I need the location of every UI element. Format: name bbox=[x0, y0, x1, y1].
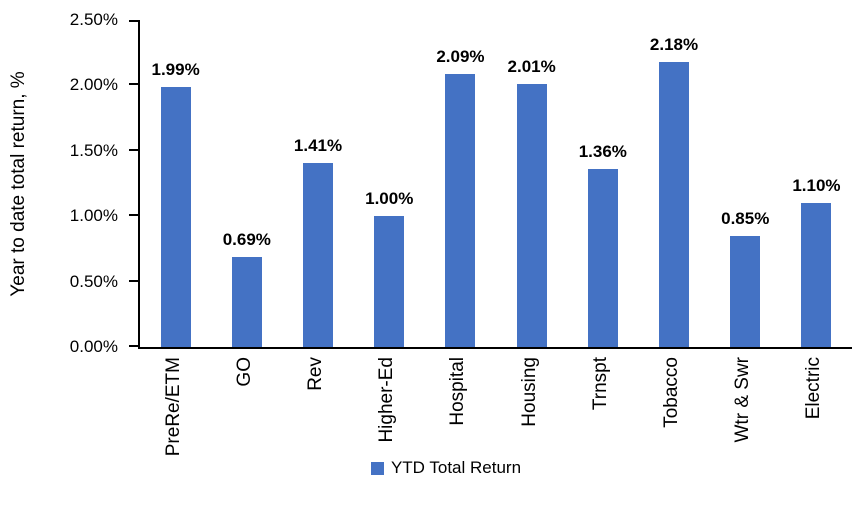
bar-cell: 1.00% bbox=[354, 20, 425, 347]
x-category-label: PreRe/ETM bbox=[162, 357, 184, 457]
bar bbox=[303, 162, 333, 347]
bar-cell: 0.85% bbox=[710, 20, 781, 347]
y-tick-label: 2.00% bbox=[69, 75, 118, 95]
bar-value-label: 1.99% bbox=[151, 59, 200, 79]
bar-value-label: 2.09% bbox=[436, 46, 485, 66]
y-tick-mark bbox=[129, 345, 138, 347]
y-tick-mark bbox=[129, 214, 138, 217]
x-category-label: Higher-Ed bbox=[376, 357, 398, 443]
x-label-cell: Trnspt bbox=[565, 352, 636, 470]
bar-cell: 1.36% bbox=[567, 20, 638, 347]
bar-value-label: 0.69% bbox=[222, 229, 271, 249]
legend-swatch bbox=[370, 461, 384, 475]
bar-cell: 1.99% bbox=[140, 20, 211, 347]
x-category-label: Tobacco bbox=[661, 357, 683, 428]
legend-label: YTD Total Return bbox=[390, 458, 522, 477]
bar-value-label: 1.10% bbox=[792, 176, 841, 196]
bar bbox=[374, 216, 405, 347]
legend: YTD Total Return bbox=[0, 458, 852, 478]
x-label-cell: Rev bbox=[280, 352, 351, 470]
x-label-cell: Electric bbox=[779, 352, 850, 470]
y-tick-mark bbox=[129, 279, 138, 282]
bar bbox=[587, 169, 618, 347]
bar-value-label: 1.36% bbox=[578, 142, 627, 162]
y-tick-mark bbox=[129, 20, 138, 22]
x-category-label: Hospital bbox=[447, 357, 469, 426]
y-tick-label: 0.50% bbox=[69, 271, 118, 291]
bar-cell: 0.69% bbox=[211, 20, 282, 347]
bar-value-label: 0.85% bbox=[721, 208, 770, 228]
y-tick-label: 2.50% bbox=[69, 10, 118, 29]
x-label-cell: Higher-Ed bbox=[352, 352, 423, 470]
x-category-label: Trnspt bbox=[589, 357, 611, 411]
y-tick-label: 0.00% bbox=[69, 337, 118, 356]
x-label-cell: Hospital bbox=[423, 352, 494, 470]
y-tick-label: 1.50% bbox=[69, 140, 118, 160]
x-label-cell: Housing bbox=[494, 352, 565, 470]
bars-row: 1.99% 0.69% 1.41% 1.00% 2.09% 2.01% 1.36% 2.18%… bbox=[140, 20, 852, 347]
bar-value-label: 1.41% bbox=[293, 135, 343, 155]
y-tick-mark bbox=[129, 83, 138, 86]
x-label-cell: Tobacco bbox=[636, 352, 707, 470]
plot-area: 1.99% 0.69% 1.41% 1.00% 2.09% 2.01% 1.36% 2.18%… bbox=[129, 20, 852, 349]
y-tick-label: 1.00% bbox=[69, 206, 118, 226]
bar-value-label: 2.01% bbox=[507, 57, 556, 77]
bar bbox=[516, 84, 547, 347]
bar bbox=[231, 256, 262, 347]
bar-cell: 2.18% bbox=[638, 20, 709, 347]
bar bbox=[445, 73, 476, 347]
bar bbox=[659, 61, 690, 347]
x-category-label: GO bbox=[233, 357, 255, 387]
y-axis-labels: 0.00% 0.50% 1.00% 1.50% 2.00% 2.50% bbox=[0, 10, 120, 356]
y-tick-mark bbox=[129, 148, 138, 151]
bar-value-label: 1.00% bbox=[365, 189, 414, 209]
x-category-label: Rev bbox=[305, 357, 326, 391]
bar bbox=[160, 86, 191, 347]
x-label-cell: Wtr & Swr bbox=[708, 352, 779, 470]
bar-cell: 2.01% bbox=[496, 20, 567, 347]
bar-cell: 2.09% bbox=[425, 20, 496, 347]
bar-cell: 1.41% bbox=[282, 20, 353, 347]
x-label-cell: GO bbox=[209, 352, 280, 470]
x-category-label: Wtr & Swr bbox=[732, 357, 754, 443]
x-category-label: Electric bbox=[803, 357, 825, 420]
x-axis-labels: PreRe/ETM GO Rev Higher-Ed Hospital Housing Tr… bbox=[138, 352, 850, 470]
bar-value-label: 2.18% bbox=[649, 34, 699, 54]
x-label-cell: PreRe/ETM bbox=[138, 352, 209, 470]
bar-cell: 1.10% bbox=[781, 20, 852, 347]
x-category-label: Housing bbox=[518, 357, 540, 427]
bar bbox=[801, 203, 832, 347]
bar bbox=[730, 235, 761, 347]
